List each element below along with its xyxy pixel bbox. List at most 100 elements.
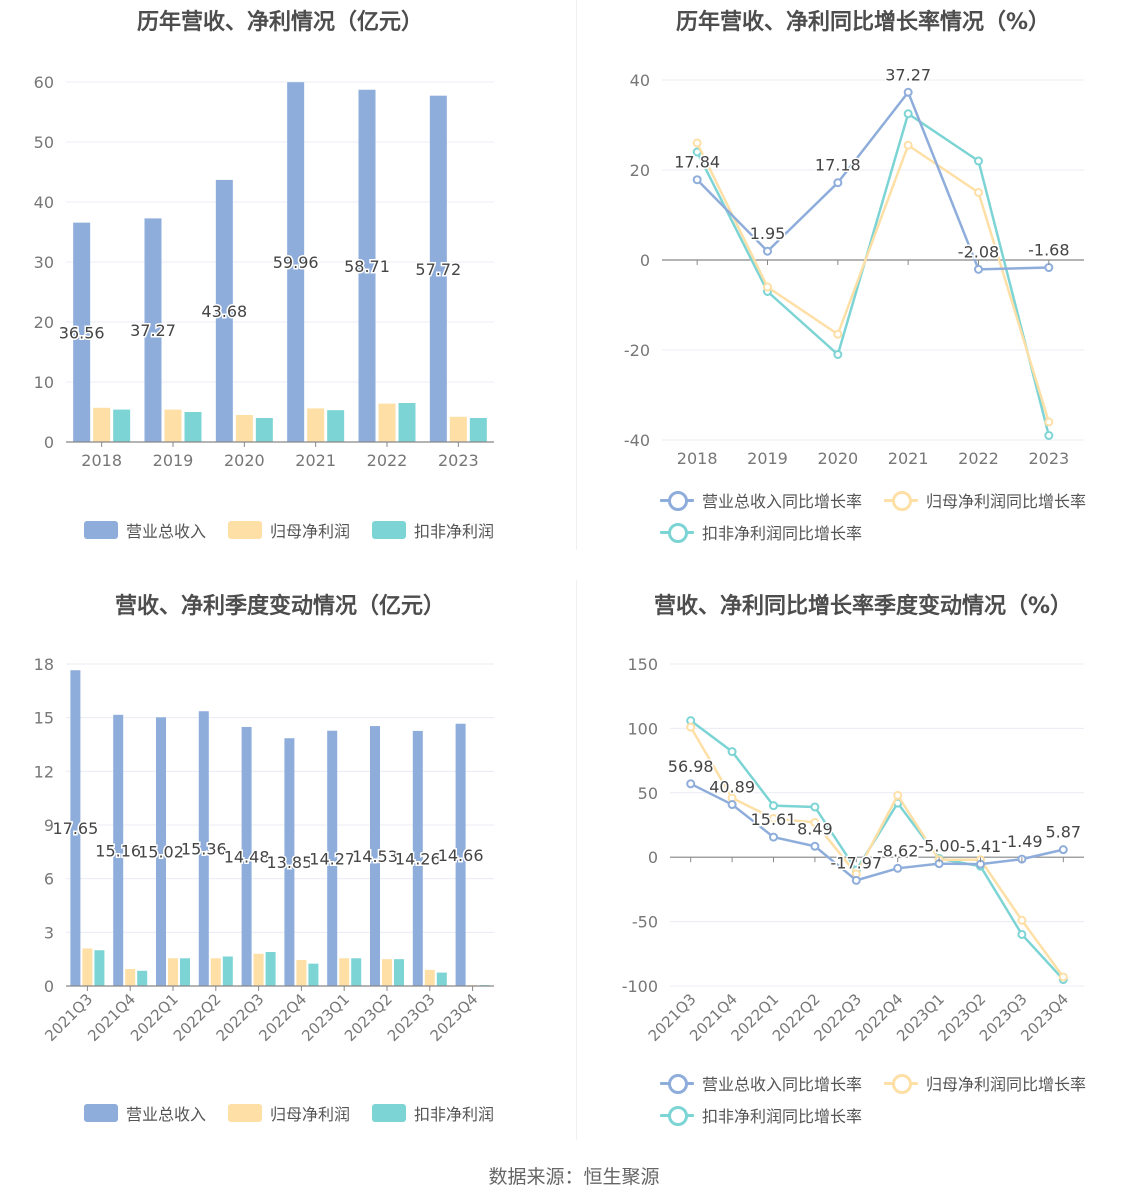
data-point[interactable] (903, 140, 913, 150)
series-line-netprofit[interactable] (689, 726, 1065, 978)
bar-netprofit[interactable] (253, 953, 264, 986)
bar-revenue[interactable] (287, 82, 305, 443)
data-point[interactable] (903, 87, 913, 97)
bar-deducted[interactable] (469, 418, 487, 442)
legend-item[interactable]: 营业总收入同比增长率 (660, 488, 862, 512)
bar-deducted[interactable] (436, 972, 447, 986)
data-point[interactable] (974, 156, 983, 166)
legend-item[interactable]: 扣非净利润同比增长率 (660, 520, 862, 544)
bar-revenue[interactable] (327, 730, 338, 986)
data-point[interactable] (810, 817, 820, 827)
bar-revenue[interactable] (70, 670, 81, 986)
data-point[interactable] (893, 790, 903, 800)
bar-revenue[interactable] (429, 95, 447, 443)
data-point[interactable] (833, 350, 843, 359)
data-point[interactable] (692, 138, 702, 148)
bar-deducted[interactable] (255, 418, 273, 442)
bar-revenue[interactable] (113, 714, 124, 986)
bar-revenue[interactable] (73, 222, 91, 442)
bar-data-label: 14.48 (224, 847, 270, 866)
data-point[interactable] (903, 109, 913, 119)
bar-netprofit[interactable] (424, 969, 435, 986)
data-point[interactable] (810, 841, 820, 851)
bar-netprofit[interactable] (296, 960, 307, 986)
bar-netprofit[interactable] (378, 403, 396, 442)
bar-deducted[interactable] (398, 403, 416, 442)
bar-deducted[interactable] (113, 409, 131, 442)
data-point[interactable] (686, 722, 696, 732)
bar-deducted[interactable] (137, 970, 148, 986)
bar-revenue[interactable] (358, 89, 376, 443)
bar-revenue[interactable] (215, 179, 233, 443)
bar-deducted[interactable] (94, 950, 105, 986)
data-point[interactable] (833, 178, 843, 188)
bar-deducted[interactable] (184, 412, 202, 442)
data-point[interactable] (769, 801, 778, 811)
bar-netprofit[interactable] (339, 958, 350, 986)
legend-item[interactable]: 营业总收入同比增长率 (660, 1071, 862, 1095)
data-point[interactable] (1044, 417, 1054, 427)
data-point[interactable] (763, 246, 772, 256)
data-point[interactable] (1017, 929, 1027, 939)
data-point[interactable] (974, 264, 983, 274)
data-point[interactable] (769, 814, 778, 824)
legend-item[interactable]: 营业总收入 (84, 518, 206, 542)
series-line-revenue[interactable] (690, 782, 1064, 882)
legend-item[interactable]: 归母净利润 (228, 1101, 350, 1125)
annual-revenue-profit-chart: 历年营收、净利情况（亿元） 0 10 20 30 40 50 60 2018 2019 2020 2… (0, 0, 560, 560)
data-point[interactable] (763, 282, 772, 292)
bar-netprofit[interactable] (168, 958, 178, 986)
bar-revenue[interactable] (370, 726, 380, 986)
y-tick-label: 100 (627, 719, 658, 738)
bar-netprofit[interactable] (125, 969, 136, 986)
bar-deducted[interactable] (351, 958, 362, 986)
legend-item[interactable]: 扣非净利润同比增长率 (660, 1103, 862, 1127)
data-point[interactable] (692, 175, 702, 185)
data-point[interactable] (727, 800, 737, 810)
series-line-deducted[interactable] (696, 111, 1051, 436)
data-point[interactable] (1017, 915, 1027, 925)
data-point[interactable] (974, 188, 983, 197)
legend-item[interactable]: 扣非净利润 (372, 1101, 494, 1125)
data-point[interactable] (893, 863, 903, 873)
bar-deducted[interactable] (394, 959, 404, 986)
bar-netprofit[interactable] (82, 948, 93, 986)
bar-netprofit[interactable] (307, 408, 325, 442)
data-point[interactable] (727, 747, 737, 757)
bar-revenue[interactable] (241, 726, 252, 986)
bar-deducted[interactable] (327, 410, 345, 442)
bar-deducted[interactable] (222, 956, 233, 986)
data-point[interactable] (851, 875, 861, 885)
bar-revenue[interactable] (156, 717, 166, 986)
legend-item[interactable]: 归母净利润同比增长率 (884, 1071, 1086, 1095)
data-point[interactable] (810, 802, 820, 812)
bar-netprofit[interactable] (449, 416, 467, 442)
data-point[interactable] (1058, 972, 1068, 982)
bar-data-label: 14.66 (438, 846, 484, 865)
bar-revenue[interactable] (284, 738, 295, 986)
legend-item[interactable]: 归母净利润 (228, 518, 350, 542)
data-point[interactable] (833, 329, 843, 339)
legend-item[interactable]: 扣非净利润 (372, 518, 494, 542)
bar-revenue[interactable] (455, 723, 466, 986)
bar-deducted[interactable] (308, 963, 319, 986)
bar-netprofit[interactable] (235, 415, 253, 442)
bar-deducted[interactable] (180, 958, 190, 986)
bar-deducted[interactable] (265, 952, 276, 986)
legend-item[interactable]: 归母净利润同比增长率 (884, 488, 1086, 512)
data-point[interactable] (1044, 431, 1054, 440)
data-point[interactable] (1058, 845, 1068, 855)
data-point[interactable] (1044, 263, 1054, 273)
bar-netprofit[interactable] (164, 409, 182, 442)
bar-netprofit[interactable] (382, 959, 392, 986)
bar-netprofit[interactable] (210, 958, 221, 986)
bar-revenue[interactable] (198, 711, 209, 986)
legend-item[interactable]: 营业总收入 (84, 1101, 206, 1125)
bar-netprofit[interactable] (93, 407, 111, 442)
data-point[interactable] (686, 779, 696, 789)
series-line-netprofit[interactable] (696, 142, 1051, 423)
bar-revenue[interactable] (144, 218, 162, 442)
data-point[interactable] (769, 832, 778, 842)
series-line-revenue[interactable] (696, 89, 1049, 271)
bar-revenue[interactable] (412, 730, 423, 986)
